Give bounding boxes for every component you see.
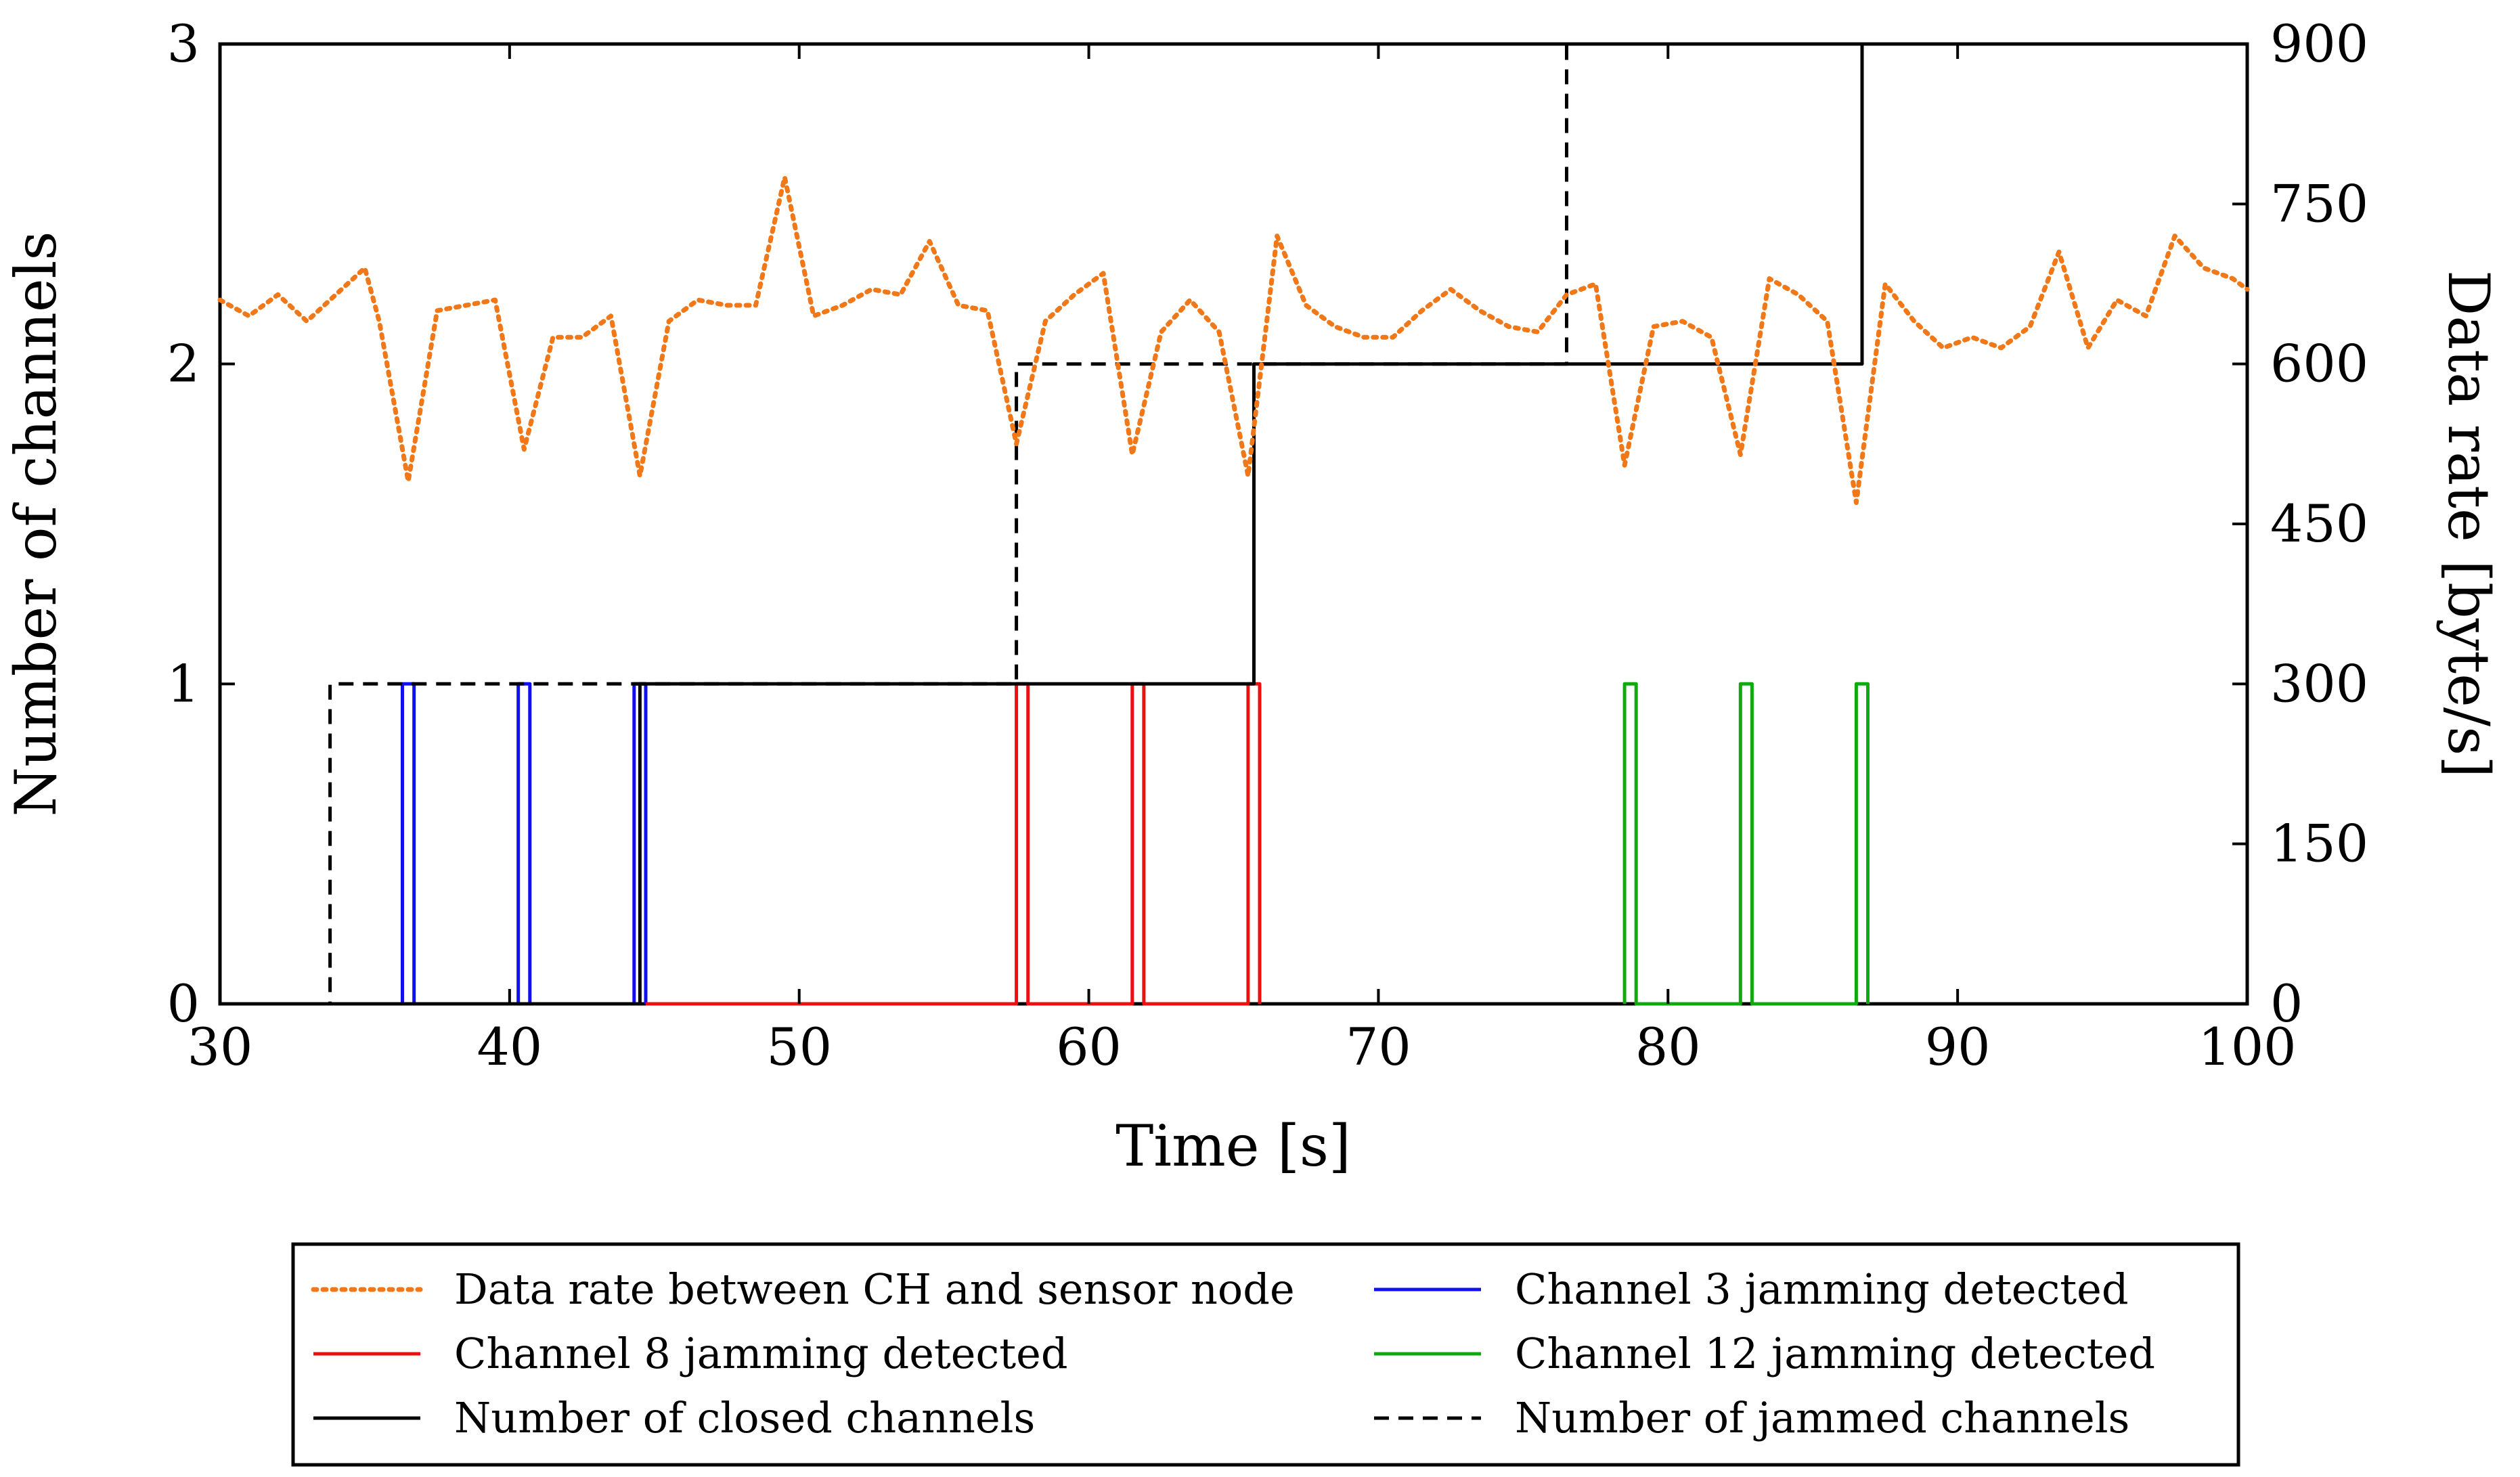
y-left-tick-label: 2 (167, 334, 200, 394)
legend-item-data_rate: Data rate between CH and sensor node (311, 1264, 1295, 1314)
legend-label: Channel 3 jamming detected (1515, 1264, 2129, 1314)
legend: Data rate between CH and sensor node Chan… (291, 1242, 2240, 1467)
legend-label: Data rate between CH and sensor node (454, 1264, 1295, 1314)
y-right-tick-label: 150 (2270, 814, 2368, 874)
y-left-tick-label: 0 (167, 973, 200, 1034)
y-right-tick-label: 450 (2270, 493, 2368, 554)
series-line-closed (220, 42, 2247, 1006)
legend-box (291, 1242, 2240, 1467)
y-left-tick-label: 3 (167, 14, 200, 74)
legend-item-jammed: Number of jammed channels (1374, 1393, 2129, 1442)
x-axis-ticks: 30 40 50 60 70 80 90 100 (187, 44, 2297, 1077)
x-tick-label: 50 (766, 1017, 832, 1077)
legend-label: Channel 8 jamming detected (454, 1329, 1068, 1378)
legend-label: Number of jammed channels (1515, 1393, 2129, 1442)
legend-label: Channel 12 jamming detected (1515, 1329, 2155, 1378)
legend-label: Number of closed channels (454, 1393, 1035, 1442)
legend-item-ch12: Channel 12 jamming detected (1374, 1329, 2155, 1378)
y-right-tick-label: 600 (2270, 334, 2368, 394)
y-right-axis-ticks: 0 150 300 450 600 750 900 (2232, 14, 2368, 1034)
x-tick-label: 60 (1056, 1017, 1122, 1077)
x-tick-label: 40 (477, 1017, 542, 1077)
x-tick-label: 90 (1925, 1017, 1991, 1077)
y-right-tick-label: 300 (2270, 653, 2368, 713)
y-right-tick-label: 750 (2270, 173, 2368, 234)
y-left-axis-title: Number of channels (3, 231, 69, 816)
plot-area-frame (218, 42, 2249, 1006)
x-tick-label: 80 (1635, 1017, 1701, 1077)
legend-item-closed: Number of closed channels (313, 1393, 1035, 1442)
x-tick-label: 100 (2198, 1017, 2296, 1077)
series-layer (217, 42, 2250, 1006)
x-axis-title: Time [s] (1115, 1113, 1351, 1179)
legend-item-ch8: Channel 8 jamming detected (313, 1329, 1068, 1378)
y-right-axis-title: Data rate [byte/s] (2435, 270, 2502, 778)
series-line-ch12 (1622, 682, 1870, 1006)
y-left-tick-label: 1 (167, 653, 200, 713)
x-tick-label: 70 (1346, 1017, 1411, 1077)
series-line-ch8 (646, 682, 1262, 1006)
series-line-data_rate (217, 175, 2250, 505)
x-tick-label: 30 (187, 1017, 253, 1077)
y-right-tick-label: 0 (2270, 973, 2303, 1034)
legend-item-ch3: Channel 3 jamming detected (1374, 1264, 2129, 1314)
series-line-ch3 (220, 682, 648, 1006)
y-right-tick-label: 900 (2270, 14, 2368, 74)
series-line-jammed (220, 44, 1568, 1006)
y-left-axis-ticks: 0 1 2 3 (167, 14, 235, 1034)
